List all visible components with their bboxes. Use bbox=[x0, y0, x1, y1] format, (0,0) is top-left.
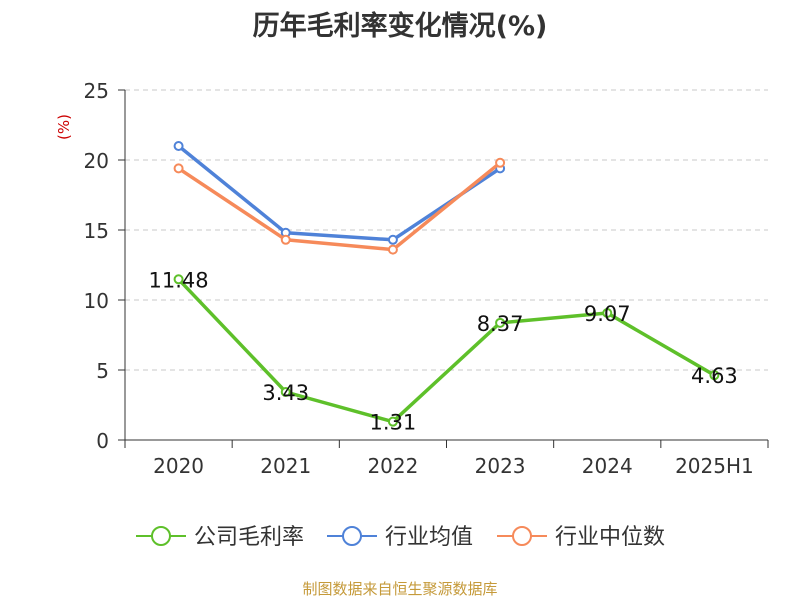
source-note: 制图数据来自恒生聚源数据库 bbox=[302, 580, 498, 598]
data-point-1 bbox=[173, 141, 184, 151]
legend-marker bbox=[342, 526, 362, 546]
data-point-2 bbox=[387, 244, 398, 255]
y-tick-label: 15 bbox=[84, 219, 109, 243]
data-point-2 bbox=[495, 157, 506, 168]
y-tick-label: 5 bbox=[96, 359, 109, 383]
y-tick-label: 25 bbox=[84, 79, 109, 103]
legend-item-2[interactable]: 行业中位数 bbox=[497, 525, 665, 550]
data-point-2 bbox=[173, 163, 184, 174]
x-tick-label: 2025H1 bbox=[675, 454, 754, 478]
legend-label: 行业中位数 bbox=[555, 525, 665, 550]
chart-title: 历年毛利率变化情况(%) bbox=[252, 11, 548, 42]
data-point-1 bbox=[387, 234, 398, 245]
legend-label: 行业均值 bbox=[385, 525, 473, 550]
legend-marker bbox=[151, 526, 171, 546]
data-point-0 bbox=[387, 416, 398, 427]
x-tick-label: 2022 bbox=[367, 454, 418, 478]
data-label: 11.48 bbox=[149, 268, 209, 292]
y-tick-label: 20 bbox=[84, 149, 109, 173]
data-label: 3.43 bbox=[262, 381, 309, 405]
legend-item-0[interactable]: 公司毛利率 bbox=[136, 525, 304, 550]
x-tick-label: 2024 bbox=[582, 454, 633, 478]
series-layer bbox=[173, 141, 720, 427]
axis-layer: 0 5 10 15 20 25 2020 2021 2022 2023 2024 2025H1 bbox=[84, 79, 769, 478]
data-point-0 bbox=[280, 386, 291, 397]
data-point-0 bbox=[173, 274, 184, 285]
series-line-2 bbox=[177, 161, 502, 252]
grid-layer bbox=[125, 89, 768, 371]
y-axis-title: (%) bbox=[55, 114, 73, 140]
x-tick-label: 2020 bbox=[153, 454, 204, 478]
data-point-2 bbox=[280, 234, 291, 245]
data-point-0 bbox=[495, 317, 506, 328]
legend-item-1[interactable]: 行业均值 bbox=[327, 525, 473, 550]
x-tick-label: 2023 bbox=[475, 454, 526, 478]
legend-label: 公司毛利率 bbox=[194, 525, 304, 550]
x-tick-label: 2021 bbox=[260, 454, 311, 478]
legend[interactable]: 公司毛利率 行业均值 行业中位数 bbox=[136, 525, 665, 550]
data-label: 4.63 bbox=[691, 364, 738, 388]
data-point-0 bbox=[709, 370, 720, 381]
legend-marker bbox=[512, 526, 532, 546]
data-label: 1.31 bbox=[370, 411, 417, 435]
label-layer: 11.48 3.43 1.31 8.37 9.07 4.63 bbox=[149, 268, 738, 434]
series-line-0 bbox=[177, 278, 716, 424]
data-point-0 bbox=[602, 308, 613, 319]
data-label: 9.07 bbox=[584, 302, 631, 326]
y-tick-label: 0 bbox=[96, 429, 109, 453]
data-label: 8.37 bbox=[477, 312, 524, 336]
y-tick-label: 10 bbox=[84, 289, 109, 313]
